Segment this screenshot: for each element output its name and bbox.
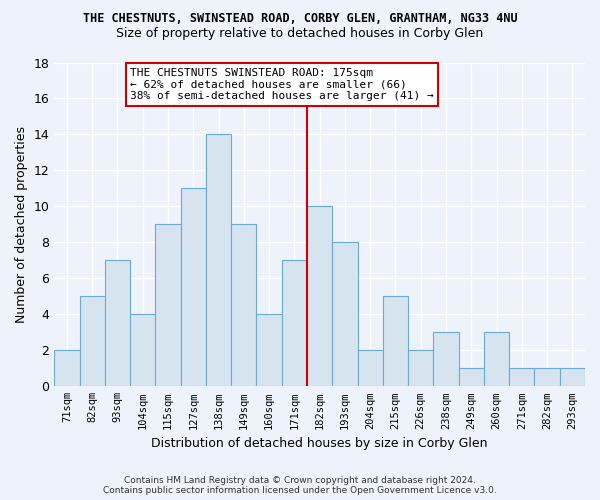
Bar: [130, 314, 155, 386]
Bar: [509, 368, 535, 386]
Bar: [332, 242, 358, 386]
Bar: [383, 296, 408, 386]
Bar: [307, 206, 332, 386]
Bar: [282, 260, 307, 386]
Bar: [231, 224, 256, 386]
Text: Contains HM Land Registry data © Crown copyright and database right 2024.
Contai: Contains HM Land Registry data © Crown c…: [103, 476, 497, 495]
Bar: [408, 350, 433, 386]
Text: THE CHESTNUTS, SWINSTEAD ROAD, CORBY GLEN, GRANTHAM, NG33 4NU: THE CHESTNUTS, SWINSTEAD ROAD, CORBY GLE…: [83, 12, 517, 26]
Bar: [458, 368, 484, 386]
Y-axis label: Number of detached properties: Number of detached properties: [15, 126, 28, 323]
Bar: [256, 314, 282, 386]
Bar: [155, 224, 181, 386]
Bar: [181, 188, 206, 386]
Bar: [206, 134, 231, 386]
Bar: [484, 332, 509, 386]
Text: THE CHESTNUTS SWINSTEAD ROAD: 175sqm
← 62% of detached houses are smaller (66)
3: THE CHESTNUTS SWINSTEAD ROAD: 175sqm ← 6…: [130, 68, 434, 101]
Bar: [535, 368, 560, 386]
X-axis label: Distribution of detached houses by size in Corby Glen: Distribution of detached houses by size …: [151, 437, 488, 450]
Bar: [105, 260, 130, 386]
Bar: [54, 350, 80, 386]
Bar: [433, 332, 458, 386]
Bar: [358, 350, 383, 386]
Bar: [560, 368, 585, 386]
Text: Size of property relative to detached houses in Corby Glen: Size of property relative to detached ho…: [116, 28, 484, 40]
Bar: [80, 296, 105, 386]
